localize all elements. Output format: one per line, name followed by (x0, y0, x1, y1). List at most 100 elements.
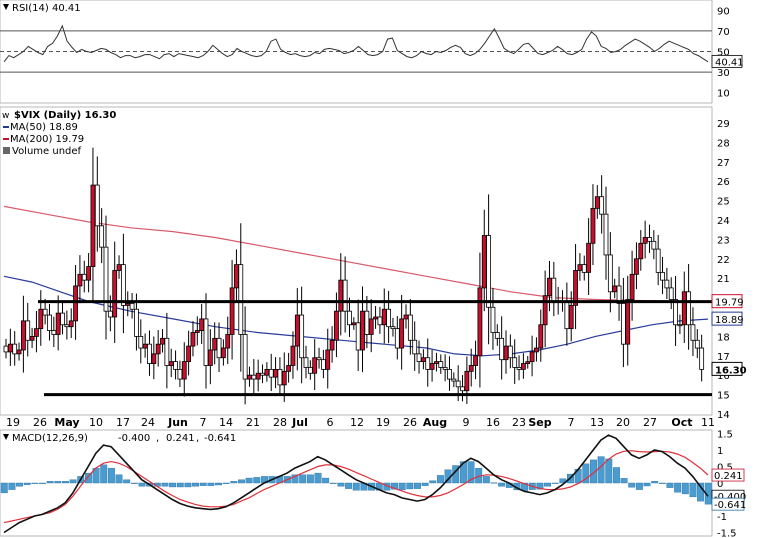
candle-body (386, 308, 392, 328)
candle-body (660, 271, 665, 281)
candle-body (125, 303, 131, 306)
candle-body (668, 287, 674, 300)
macd-histogram-bar (84, 472, 92, 484)
candle-body (329, 339, 335, 351)
ma200-label: MA(200) 19.79 (10, 134, 84, 145)
candle-body (603, 213, 609, 256)
candle-body (194, 330, 200, 333)
macd-histogram-bar (54, 481, 62, 484)
candle-body (412, 339, 418, 355)
candle-body (455, 380, 461, 388)
candle-body (138, 335, 144, 349)
candle-body (60, 312, 65, 326)
macd-pane (0, 429, 713, 537)
candle-body (316, 357, 322, 361)
x-tick-label: 11 (701, 416, 715, 429)
candle-body (686, 291, 692, 326)
candle-body (312, 357, 318, 374)
ma200-legend-dash (3, 138, 9, 140)
x-tick-label: Jun (167, 416, 188, 429)
price-tag-box (711, 294, 743, 309)
macd-histogram-bar (161, 482, 169, 487)
candle-body (42, 308, 48, 316)
candle-body (425, 357, 431, 370)
macd-histogram-bar (689, 482, 697, 498)
candle-body (99, 225, 105, 248)
macd-histogram-bar (123, 479, 131, 484)
candle-body (338, 279, 344, 312)
x-tick-label: Oct (671, 416, 692, 429)
candle-body (547, 277, 552, 297)
price-tick-label: 24 (717, 216, 730, 227)
candle-body (34, 328, 39, 337)
macd-histogram-bar (222, 482, 230, 484)
candle-body (368, 318, 374, 335)
candle-body (538, 324, 544, 349)
macd-histogram-bar (31, 482, 39, 484)
candle-body (516, 367, 522, 370)
x-tick-label: 13 (590, 416, 604, 429)
price-tick-label: 26 (717, 177, 730, 188)
x-tick-label: 7 (568, 416, 575, 429)
macd-tick-label: -1 (717, 512, 727, 523)
candle-body (103, 246, 109, 312)
candle-body (212, 337, 218, 351)
candle-body (447, 368, 452, 380)
candle-body (460, 386, 465, 392)
macd-tag: 0.241 (714, 471, 743, 482)
candle-body (3, 345, 9, 353)
candle-body (377, 316, 383, 326)
candle-body (590, 207, 596, 244)
candle-body (120, 264, 126, 306)
candle-body (29, 335, 35, 341)
candle-body (529, 351, 535, 363)
candle-body (207, 349, 213, 366)
x-tick-label: May (54, 416, 79, 429)
x-tick-label: 26 (33, 416, 47, 429)
x-tick-label: 27 (643, 416, 657, 429)
macd-histogram-bar (0, 482, 8, 494)
candle-body (173, 361, 178, 370)
macd-tag: -0.641 (714, 500, 746, 511)
macd-marker-icon (3, 434, 9, 440)
candle-body (25, 320, 31, 341)
macd-histogram-bar (199, 482, 207, 486)
x-tick-label: 14 (219, 416, 233, 429)
candle-body (694, 339, 700, 349)
candle-body (134, 308, 139, 337)
candle-body (55, 312, 61, 335)
candle-body (481, 235, 487, 289)
macd-histogram-bar (582, 463, 590, 484)
candle-body (68, 320, 74, 328)
macd-tag-box (711, 468, 745, 482)
candle-body (629, 273, 635, 300)
candle-body (507, 345, 513, 359)
candle-body (464, 370, 470, 392)
candle-body (264, 368, 270, 376)
candle-body (277, 368, 283, 386)
candle-body (607, 254, 613, 293)
candle-body (216, 337, 222, 359)
candle-body (494, 332, 500, 339)
symbol-label: $VIX (Daily) 16.30 (14, 110, 116, 121)
candle-body (638, 242, 644, 260)
x-tick-label: 6 (327, 416, 334, 429)
macd-histogram-bar (115, 474, 123, 484)
price-tick-label: 16 (717, 371, 730, 382)
candle-body (568, 304, 574, 330)
price-tag: 19.79 (715, 298, 744, 309)
macd-tag-box (711, 497, 745, 511)
price-pane (0, 106, 713, 416)
candle-body (499, 337, 505, 361)
macd-histogram-bar (429, 480, 437, 484)
x-tick-label: 10 (89, 416, 103, 429)
macd-histogram-bar (130, 482, 138, 484)
candle-body (268, 368, 274, 378)
macd-hist-value: -0.641 (204, 433, 236, 444)
macd-histogram-bar (421, 482, 429, 486)
candle-body (381, 308, 387, 326)
macd-histogram-bar (176, 482, 184, 488)
macd-histogram-bar (498, 482, 506, 487)
x-tick-label: 16 (486, 416, 500, 429)
price-tag: 18.89 (715, 315, 744, 326)
